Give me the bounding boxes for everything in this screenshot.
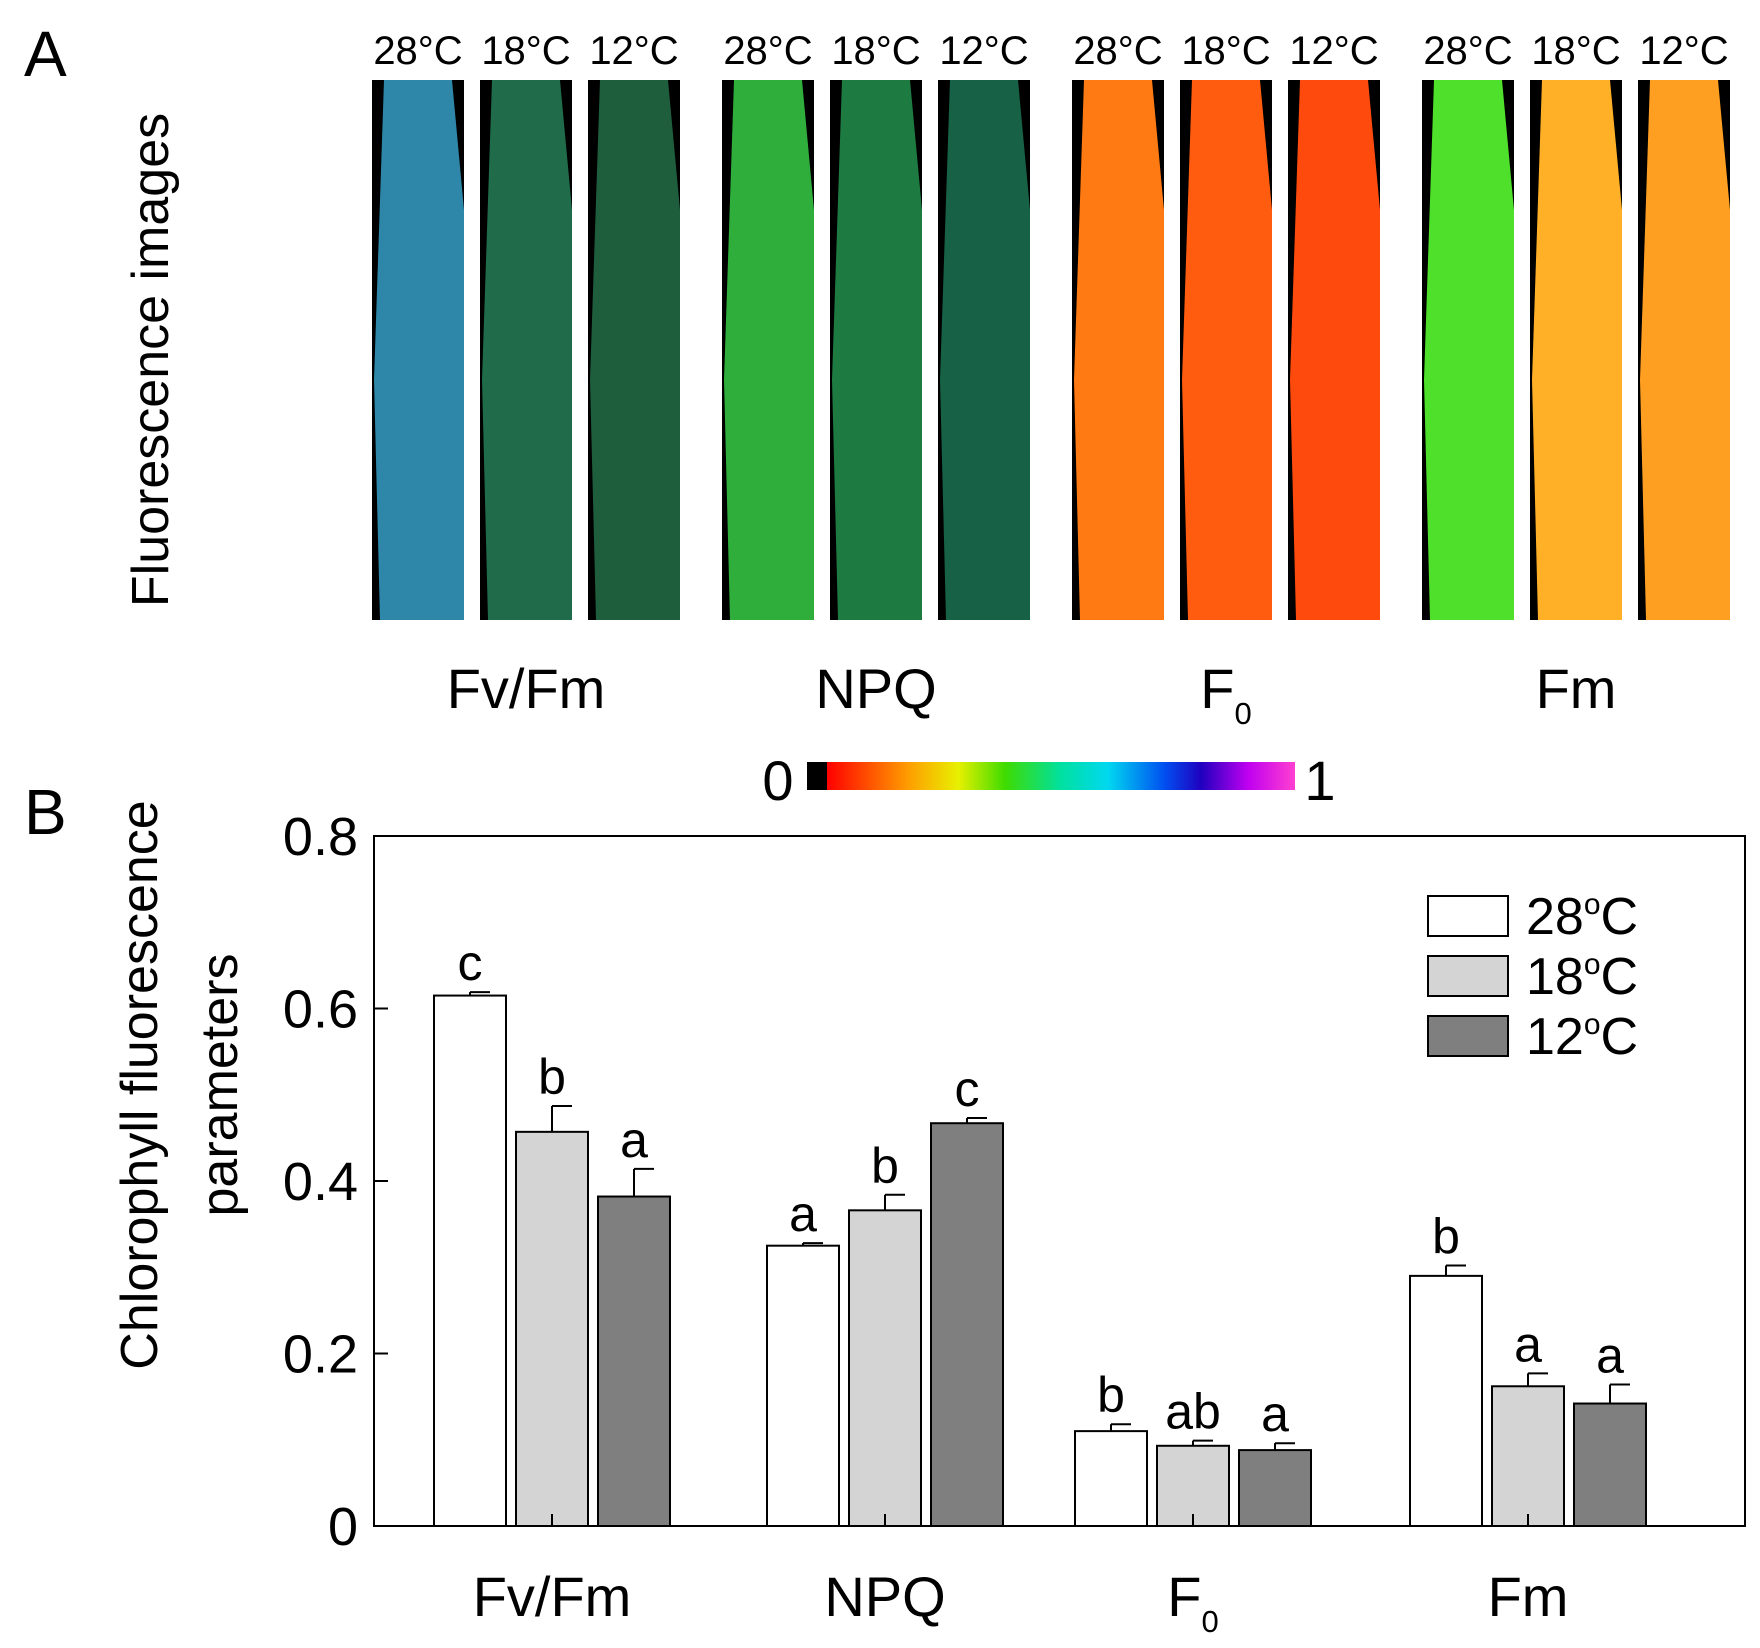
temperature-label: 28°C [723,29,812,73]
image-group-label: Fm [1536,657,1617,720]
significance-letter: a [620,1112,648,1168]
temperature-label: 18°C [481,29,570,73]
chart-ylabel-line2: parameters [191,954,249,1217]
y-tick-label: 0.8 [283,807,358,867]
legend-swatch [1427,1015,1509,1057]
bar [1491,1385,1565,1528]
temperature-label: 18°C [831,29,920,73]
significance-letter: b [1432,1209,1460,1265]
significance-letter: a [1596,1328,1624,1384]
leaf-fluorescence [482,80,572,620]
significance-letter: b [1097,1367,1125,1423]
temperature-label: 12°C [1289,29,1378,73]
legend-label: 12oC [1526,1008,1638,1066]
bar [1238,1449,1312,1527]
x-tick-label: Fm [1488,1565,1569,1628]
colorbar-min-label: 0 [762,749,793,812]
legend-swatch [1427,895,1509,937]
leaf-fluorescence [832,80,922,620]
image-group-label: F0 [1200,657,1251,731]
temperature-label: 18°C [1531,29,1620,73]
bar [1409,1274,1483,1527]
bar [1156,1444,1230,1527]
panel-b-label: B [24,776,67,848]
temperature-label: 12°C [589,29,678,73]
leaf-fluorescence [590,80,680,620]
bar [433,994,507,1527]
colorbar-max-label: 1 [1304,749,1335,812]
y-tick-label: 0.4 [283,1152,358,1212]
leaf-fluorescence [1074,80,1164,620]
significance-letter: a [789,1186,817,1242]
leaf-fluorescence [1424,80,1514,620]
significance-letter: c [458,935,483,991]
bar [930,1122,1004,1528]
colorbar-black-segment [807,762,827,790]
legend-label: 18oC [1526,948,1638,1006]
bar [848,1209,922,1527]
bar [1074,1430,1148,1527]
temperature-label: 18°C [1181,29,1270,73]
legend-swatch [1427,955,1509,997]
bar [597,1195,671,1528]
leaf-fluorescence [1532,80,1622,620]
significance-letter: b [538,1049,566,1105]
significance-letter: b [871,1138,899,1194]
colorbar-gradient [827,762,1295,790]
legend-label: 28oC [1526,888,1638,946]
y-tick-label: 0.6 [283,980,358,1040]
leaf-fluorescence [1640,80,1730,620]
significance-letter: a [1261,1386,1289,1442]
temperature-label: 28°C [373,29,462,73]
chart-ylabel-line1: Chlorophyll fluorescence [111,800,169,1369]
temperature-label: 12°C [939,29,1028,73]
y-tick-label: 0 [328,1497,358,1557]
bar [515,1130,589,1528]
x-tick-label: NPQ [824,1565,945,1628]
image-group-label: NPQ [815,657,936,720]
leaf-fluorescence [1182,80,1272,620]
panel-a-label: A [24,18,67,90]
x-tick-label: Fv/Fm [473,1565,632,1628]
y-tick-label: 0.2 [283,1325,358,1385]
significance-letter: a [1514,1316,1542,1372]
x-tick-label: F0 [1167,1565,1218,1639]
leaf-fluorescence [1290,80,1380,620]
leaf-fluorescence [940,80,1030,620]
bar [1573,1402,1647,1528]
temperature-label: 28°C [1423,29,1512,73]
image-group-label: Fv/Fm [447,657,606,720]
panel-a-ylabel: Fluorescence images [122,113,180,607]
fluorescence-image-grid: 28°C 18°C 12°C Fv/Fm 28°C 18°C 12°C NPQ 28°C 18°C… [372,29,1730,731]
leaf-fluorescence [724,80,814,620]
significance-letter: c [955,1061,980,1117]
temperature-label: 12°C [1639,29,1728,73]
colorbar: 0 1 [762,749,1335,812]
significance-letter: ab [1165,1384,1221,1440]
bar [766,1244,840,1527]
temperature-label: 28°C [1073,29,1162,73]
leaf-fluorescence [374,80,464,620]
